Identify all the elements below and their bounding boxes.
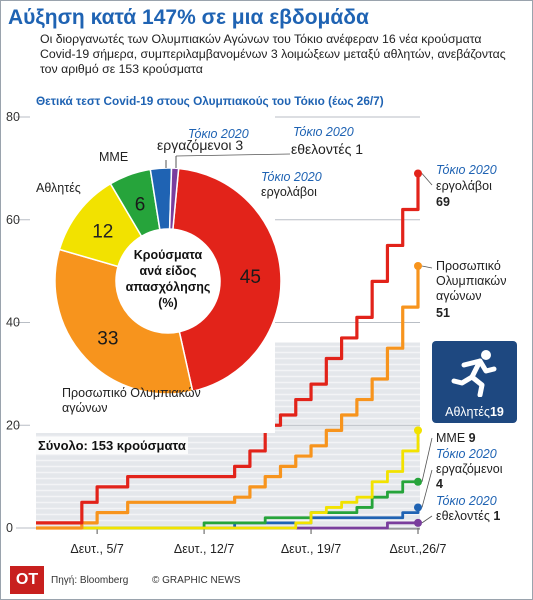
donut-volunteers-leader-2 xyxy=(175,153,291,157)
y-tick-label: 20 xyxy=(6,418,20,432)
line-media-label: ΜΜΕ 9 xyxy=(436,431,476,445)
donut-value-staff: 33 xyxy=(97,328,118,349)
line-employees-name: εργαζόμενοι xyxy=(436,462,503,476)
line-contractors-value: 69 xyxy=(436,195,450,209)
connector-media xyxy=(421,437,433,482)
donut-volunteers-label: εθελοντές 1 xyxy=(291,141,364,157)
line-volunteers-prefix: Τόκιο 2020 xyxy=(436,494,497,508)
series-end-dot-staff xyxy=(414,261,422,270)
donut-value-media: 6 xyxy=(135,194,146,215)
donut-value-contractors: 45 xyxy=(240,267,261,288)
line-employees-value: 4 xyxy=(436,477,443,491)
donut-slice-contractors xyxy=(172,167,282,393)
total-label: Σύνολο: 153 κρούσματα xyxy=(36,437,188,454)
athletes-logo: Αθλητές19 xyxy=(432,341,517,423)
x-tick-label: Δευτ., 5/7 xyxy=(70,542,124,556)
x-tick-label: Δευτ., 19/7 xyxy=(281,542,341,556)
donut-volunteers-prefix: Τόκιο 2020 xyxy=(293,125,354,139)
line-contractors-prefix: Τόκιο 2020 xyxy=(436,163,497,177)
y-tick-label: 60 xyxy=(6,213,20,227)
series-end-dot-employees xyxy=(414,503,422,512)
line-volunteers-label: εθελοντές 1 xyxy=(436,509,501,523)
line-staff-name-3: αγώνων xyxy=(436,289,482,303)
line-staff-value: 51 xyxy=(436,306,450,320)
donut-center-line2: ανά είδος xyxy=(139,264,197,278)
donut-staff-name: Προσωπικό Ολυμπιακών αγώνων xyxy=(62,386,201,415)
donut-contractors-name: εργολάβοι xyxy=(261,185,317,199)
donut-center-line1: Κρούσματα xyxy=(133,248,203,262)
connector-volunteers xyxy=(421,515,433,524)
connector-staff xyxy=(421,265,433,269)
line-contractors-name: εργολάβοι xyxy=(436,179,492,193)
x-tick-label: Δευτ., 12/7 xyxy=(174,542,234,556)
series-line-contractors xyxy=(36,173,420,525)
connector-contractors xyxy=(421,173,433,186)
donut-employees-prefix: Τόκιο 2020 xyxy=(188,127,249,141)
series-end-dot-volunteers xyxy=(414,518,422,527)
donut-value-athletes: 12 xyxy=(92,221,113,242)
line-employees-prefix: Τόκιο 2020 xyxy=(436,447,497,461)
donut-center-line3: απασχόλησης xyxy=(125,280,211,294)
athletes-logo-label: Αθλητές19 xyxy=(445,405,504,419)
credit-text: © GRAPHIC NEWS xyxy=(152,575,241,586)
ot-logo: OT xyxy=(10,566,44,594)
line-staff-name-2: Ολυμπιακών xyxy=(436,274,507,288)
series-line-athletes xyxy=(36,430,420,530)
donut-center-line4: (%) xyxy=(158,296,178,310)
x-tick-label: Δευτ.,26/7 xyxy=(390,542,447,556)
donut-athletes-name: Αθλητές xyxy=(36,181,81,195)
y-tick-label: 80 xyxy=(6,110,20,124)
donut-hole xyxy=(117,230,219,332)
source-text: Πηγή: Bloomberg xyxy=(51,575,129,586)
y-tick-label: 0 xyxy=(6,521,13,535)
connector-employees xyxy=(421,469,433,508)
series-line-staff xyxy=(36,265,420,530)
donut-contractors-prefix: Τόκιο 2020 xyxy=(261,170,322,184)
donut-slice-staff xyxy=(54,248,194,395)
series-end-dot-contractors xyxy=(414,169,422,178)
runner-icon xyxy=(451,350,497,397)
donut-center-label: Κρούσματα ανά είδος απασχόλησης (%) xyxy=(113,247,223,311)
donut-media-name: ΜΜΕ xyxy=(99,150,129,164)
donut-employees-label: εργαζόμενοι 3 xyxy=(157,137,244,153)
page-title: Αύξηση κατά 147% σε μια εβδομάδα xyxy=(8,6,369,29)
subtitle: Οι διοργανωτές των Ολυμπιακών Αγώνων του… xyxy=(40,32,506,76)
donut-slice-volunteers xyxy=(168,167,180,231)
series-end-dot-media xyxy=(414,477,422,486)
chart-heading: Θετικά τεστ Covid-19 στους Ολυμπιακούς τ… xyxy=(36,94,384,108)
y-tick-label: 40 xyxy=(6,316,20,330)
series-end-dot-athletes xyxy=(414,426,422,435)
line-staff-name-1: Προσωπικό xyxy=(436,259,501,273)
